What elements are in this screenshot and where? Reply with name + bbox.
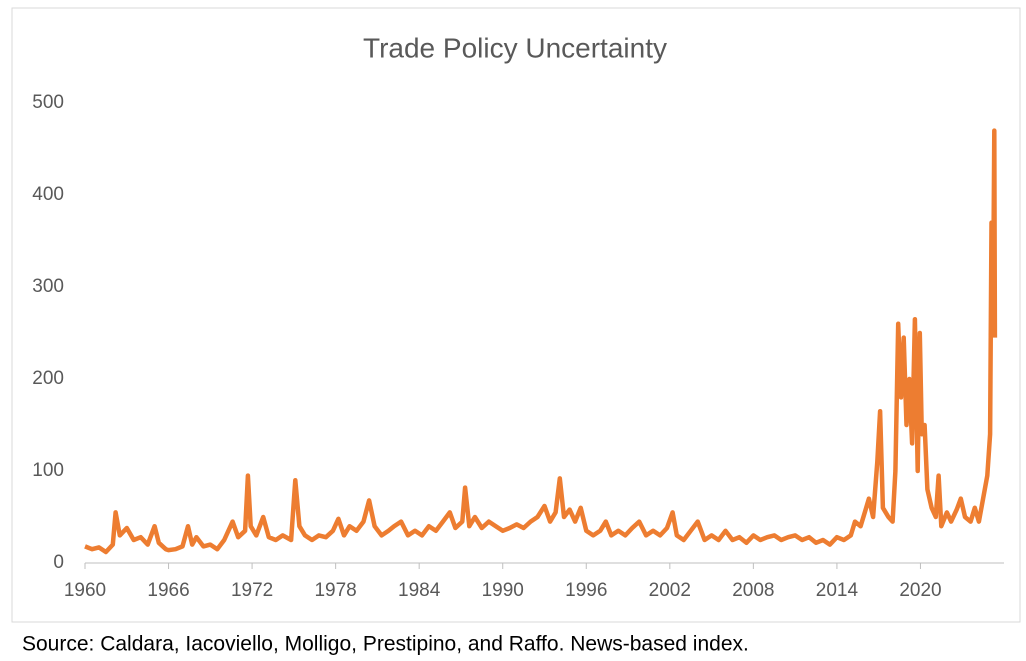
x-tick-label: 1996 [565, 580, 607, 601]
x-tick-label: 2020 [899, 580, 941, 601]
x-tick-label: 1990 [482, 580, 524, 601]
data-line [84, 128, 998, 555]
y-tick-label: 400 [32, 184, 64, 205]
y-tick-label: 0 [53, 552, 64, 573]
x-tick-label: 1960 [64, 580, 106, 601]
x-tick-label: 1984 [398, 580, 441, 601]
x-tick-label: 1966 [147, 580, 189, 601]
chart-border [11, 7, 1021, 623]
y-tick-label: 500 [32, 92, 64, 113]
source-note: Source: Caldara, Iacoviello, Molligo, Pr… [22, 633, 749, 656]
chart-title: Trade Policy Uncertainty [363, 32, 667, 63]
x-tick-label: 1972 [231, 580, 273, 601]
y-tick-label: 100 [32, 460, 64, 481]
x-tick-label: 2002 [649, 580, 691, 601]
x-tick-label: 2008 [732, 580, 774, 601]
y-tick-label: 200 [32, 368, 64, 389]
x-tick-label: 1978 [314, 580, 356, 601]
x-tick-label: 2014 [816, 580, 859, 601]
y-tick-label: 300 [32, 276, 64, 297]
